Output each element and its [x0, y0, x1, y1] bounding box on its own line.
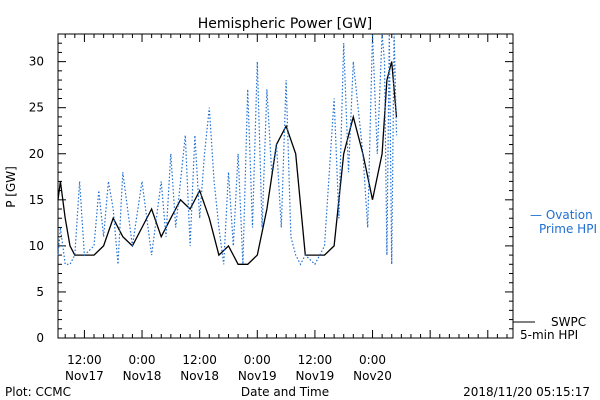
x-tick-label-date: Nov17: [65, 369, 104, 383]
x-tick-label-date: Nov18: [123, 369, 162, 383]
x-tick-label-date: Nov20: [353, 369, 392, 383]
legend-swpc-line2: 5-min HPI: [520, 328, 578, 342]
footer-plot-credit: Plot: CCMC: [5, 385, 71, 399]
y-tick-label: 5: [36, 285, 44, 299]
y-axis-ticks: 0 5 10 15 20 25 30: [29, 33, 513, 345]
y-tick-label: 10: [29, 239, 44, 253]
x-tick-label-time: 12:00: [182, 353, 217, 367]
series-layer: [57, 33, 398, 266]
y-tick-label: 0: [36, 331, 44, 345]
series-line-swpc: [57, 61, 398, 265]
x-tick-label-time: 12:00: [298, 353, 333, 367]
legend-swpc-line1: SWPC: [551, 315, 586, 329]
footer-timestamp: 2018/11/20 05:15:17: [463, 385, 590, 399]
chart-title: Hemispheric Power [GW]: [198, 16, 373, 32]
y-tick-label: 30: [29, 55, 44, 69]
x-axis-ticks: 12:00 Nov17 0:00 Nov18 12:00 Nov18 0:00 Nov19 12…: [64, 34, 508, 383]
plot-frame: [57, 33, 514, 339]
y-tick-label: 20: [29, 147, 44, 161]
x-tick-label-date: Nov19: [238, 369, 277, 383]
x-tick-label-time: 0:00: [244, 353, 271, 367]
x-axis-label: Date and Time: [241, 385, 329, 399]
x-tick-label-date: Nov18: [180, 369, 219, 383]
x-tick-label-time: 12:00: [67, 353, 102, 367]
x-tick-label-date: Nov19: [296, 369, 335, 383]
x-tick-label-time: 0:00: [359, 353, 386, 367]
x-tick-label-time: 0:00: [129, 353, 156, 367]
legend-ovation-line2: Prime HPI: [539, 222, 597, 236]
y-tick-label: 25: [29, 101, 44, 115]
legend-ovation-line1: — Ovation: [530, 208, 593, 222]
y-axis-label: P [GW]: [4, 166, 18, 208]
y-tick-label: 15: [29, 193, 44, 207]
